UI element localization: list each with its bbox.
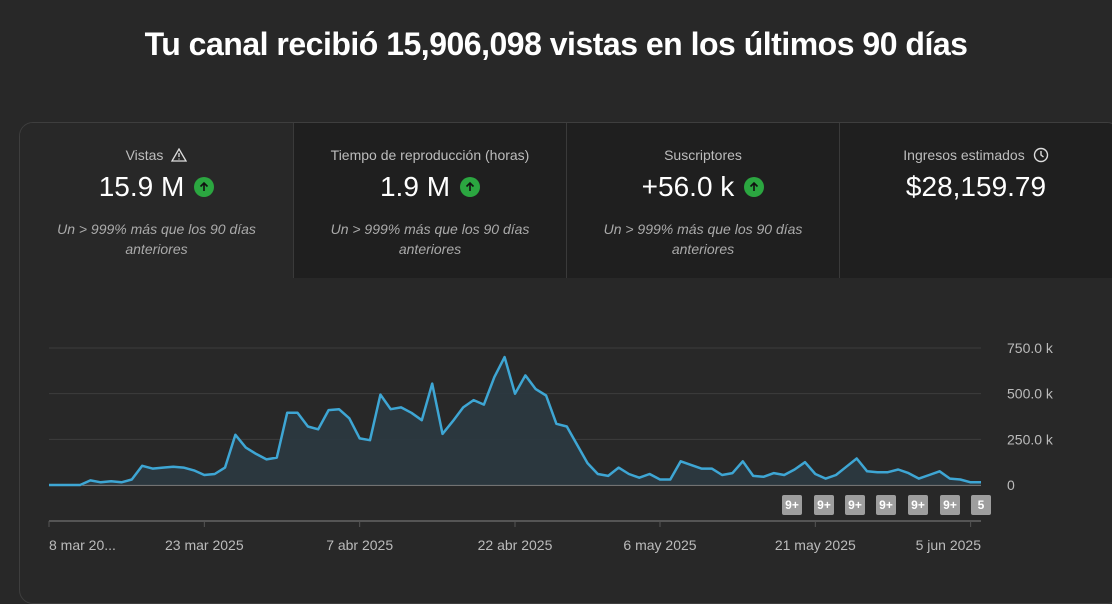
x-tick-label: 22 abr 2025 (478, 537, 553, 553)
x-tick-label: 8 mar 20... (49, 537, 116, 553)
y-tick-label: 250.0 k (1007, 431, 1054, 447)
y-tick-label: 500.0 k (1007, 386, 1054, 402)
area-fill (49, 357, 981, 485)
y-tick-label: 0 (1007, 477, 1015, 493)
x-tick-label: 5 jun 2025 (916, 537, 982, 553)
video-annotation-badge[interactable]: 5 (971, 495, 991, 515)
video-annotation-badge[interactable]: 9+ (782, 495, 802, 515)
video-annotation-badge[interactable]: 9+ (845, 495, 865, 515)
video-annotation-badge[interactable]: 9+ (940, 495, 960, 515)
y-tick-label: 750.0 k (1007, 340, 1054, 356)
video-annotation-badge[interactable]: 9+ (908, 495, 928, 515)
video-annotation-badge[interactable]: 9+ (814, 495, 834, 515)
video-annotation-badge[interactable]: 9+ (876, 495, 896, 515)
x-tick-label: 23 mar 2025 (165, 537, 244, 553)
x-tick-label: 7 abr 2025 (326, 537, 393, 553)
x-tick-label: 6 may 2025 (623, 537, 696, 553)
x-tick-label: 21 may 2025 (775, 537, 856, 553)
